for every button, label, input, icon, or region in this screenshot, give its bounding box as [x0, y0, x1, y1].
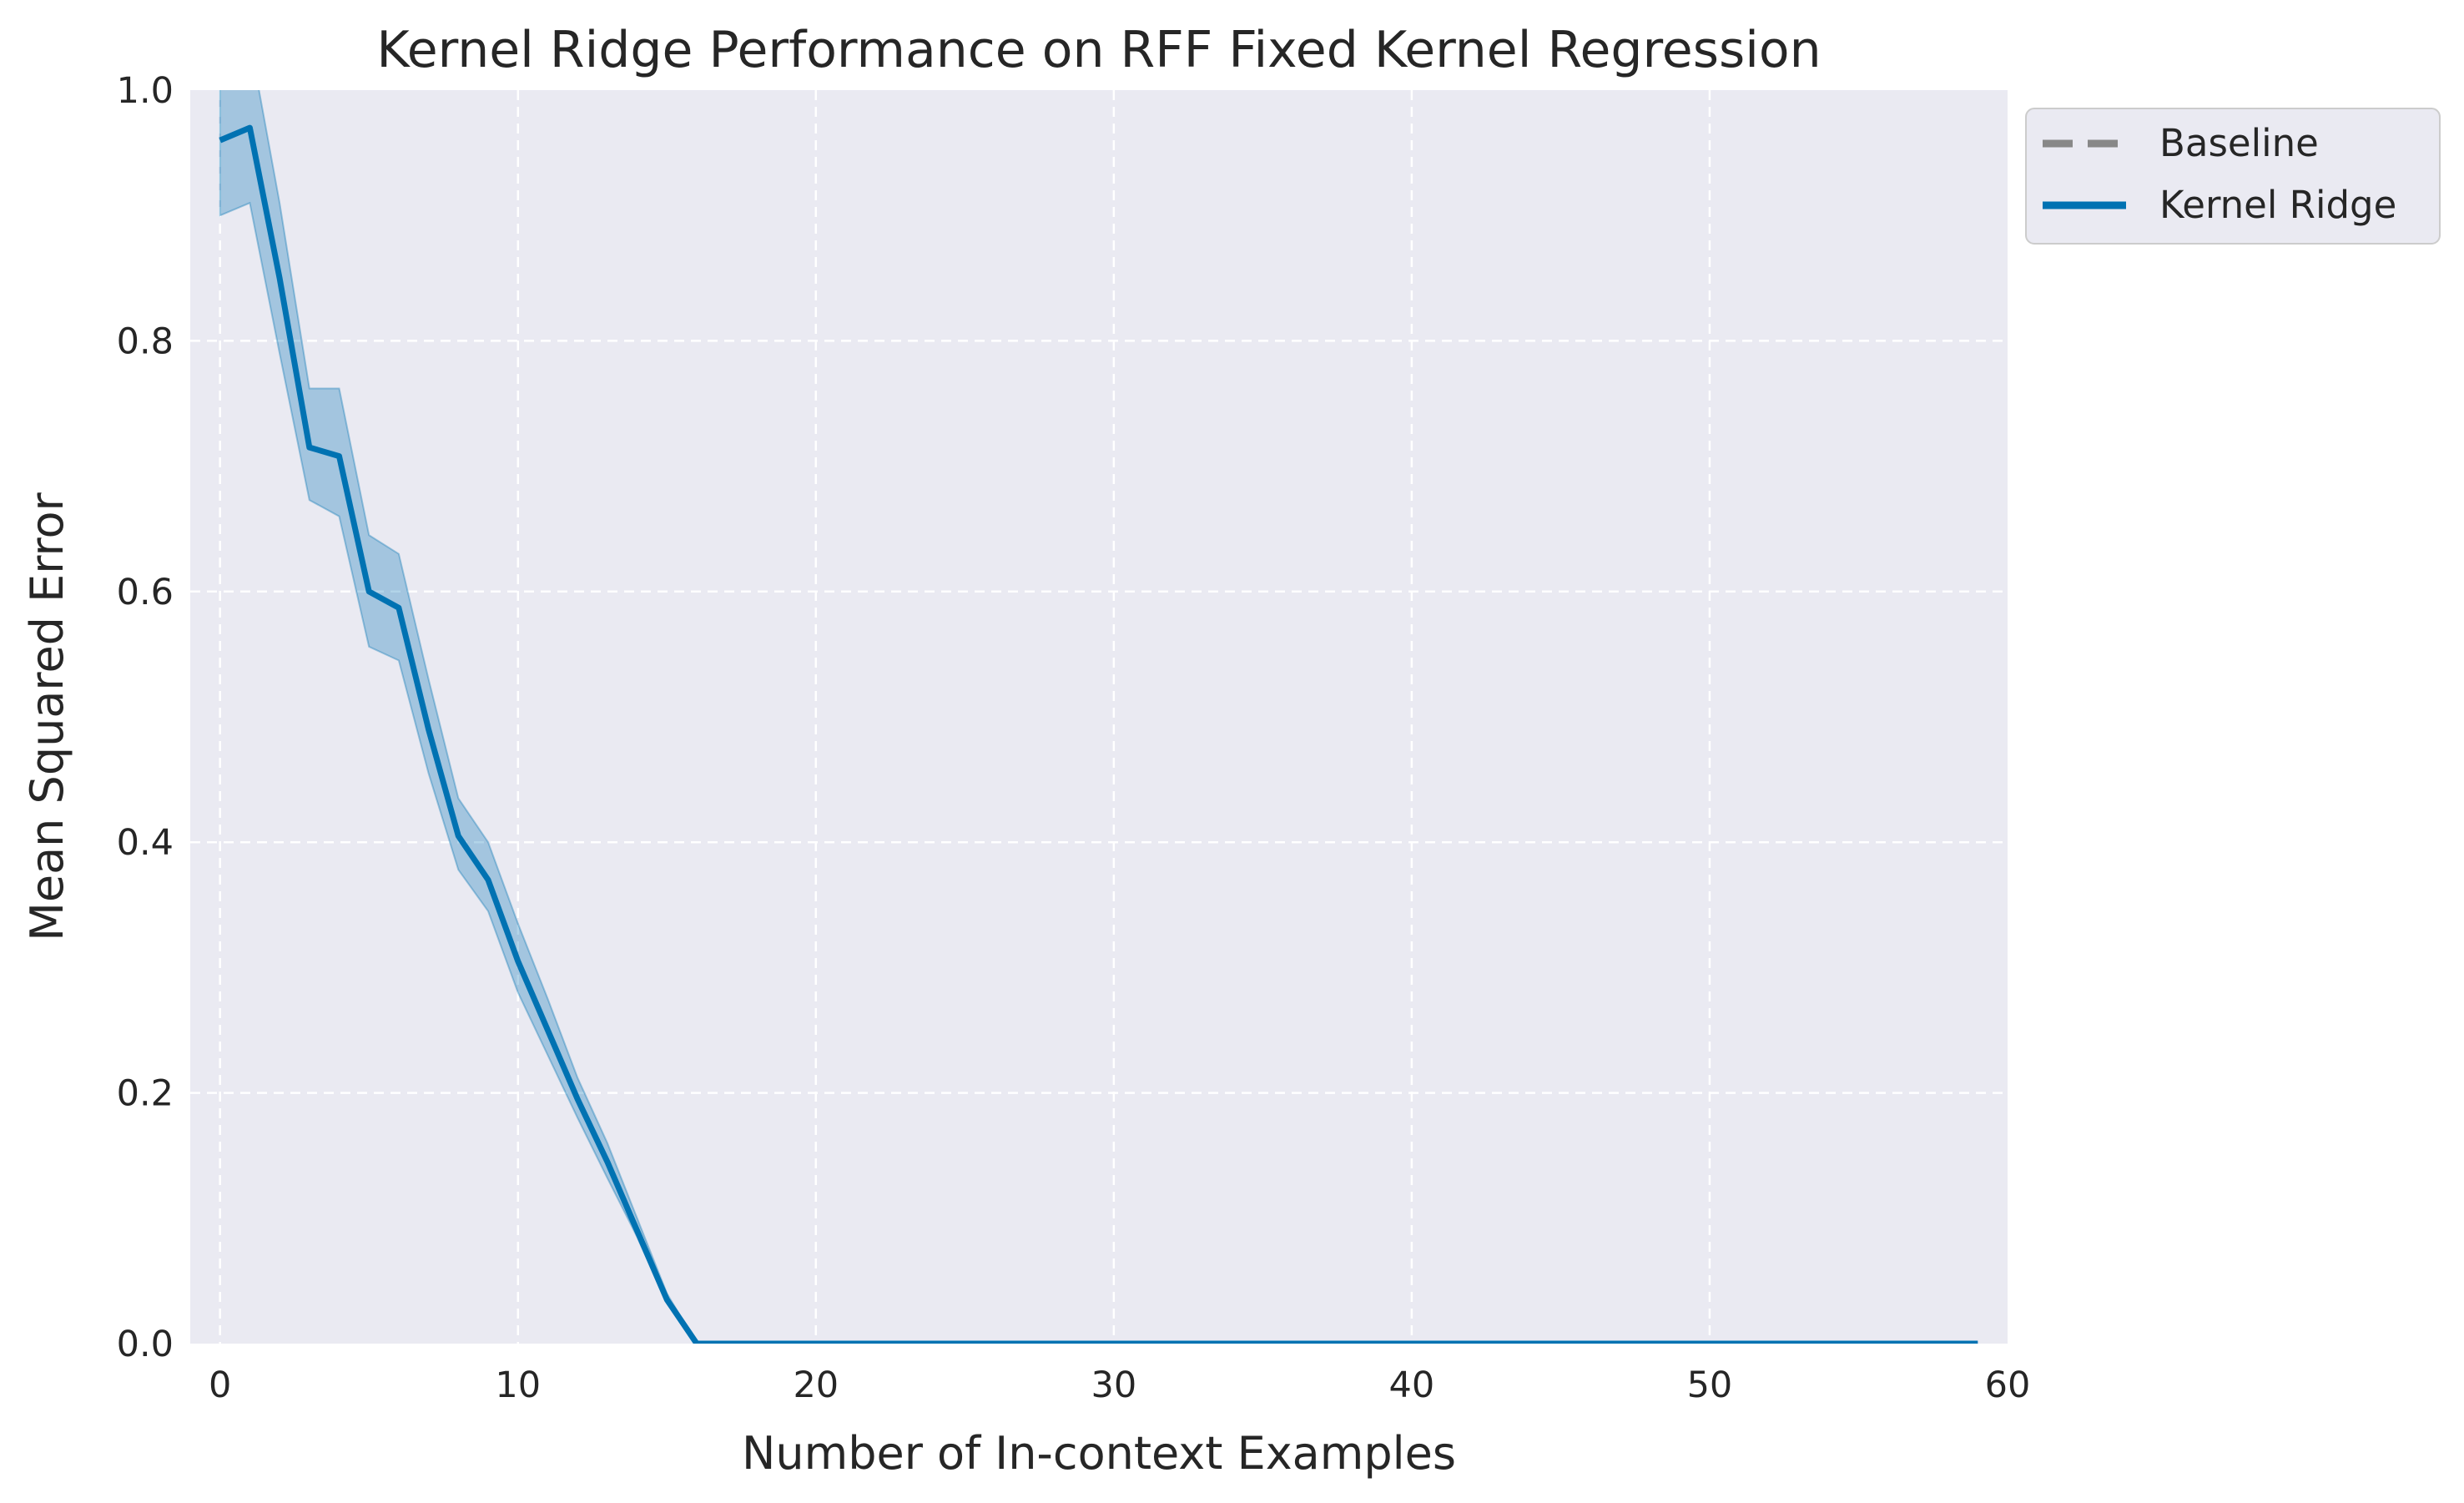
y-tick-labels: 0.0 0.2 0.4 0.6 0.8 1.0: [117, 70, 174, 1365]
kernel-ridge-line: [219, 124, 1978, 1344]
y-axis-label: Mean Squared Error: [21, 492, 73, 941]
chart-title: Kernel Ridge Performance on RFF Fixed Ke…: [376, 21, 1821, 79]
y-tick-label: 0.8: [117, 320, 174, 362]
x-gridlines: [219, 90, 1711, 1344]
legend: Baseline Kernel Ridge: [2025, 108, 2441, 245]
legend-frame: [2025, 108, 2441, 245]
x-tick-label: 60: [1985, 1364, 2031, 1406]
x-tick-label: 30: [1091, 1364, 1136, 1406]
legend-kernel-ridge-label: Kernel Ridge: [2159, 183, 2396, 227]
x-axis-label: Number of In-context Examples: [742, 1427, 1456, 1480]
legend-baseline-label: Baseline: [2159, 121, 2319, 165]
x-tick-labels: 0 10 20 30 40 50 60: [209, 1364, 2030, 1406]
y-tick-label: 0.6: [117, 572, 174, 613]
y-gridlines: [190, 340, 2008, 1094]
x-tick-label: 10: [495, 1364, 541, 1406]
x-tick-label: 0: [209, 1364, 231, 1406]
y-tick-label: 0.4: [117, 822, 174, 864]
plot-area: [190, 90, 2008, 1344]
x-tick-label: 20: [793, 1364, 839, 1406]
y-tick-label: 1.0: [117, 70, 174, 112]
y-tick-label: 0.0: [117, 1324, 174, 1365]
x-tick-label: 40: [1389, 1364, 1435, 1406]
x-tick-label: 50: [1687, 1364, 1733, 1406]
y-tick-label: 0.2: [117, 1073, 174, 1115]
